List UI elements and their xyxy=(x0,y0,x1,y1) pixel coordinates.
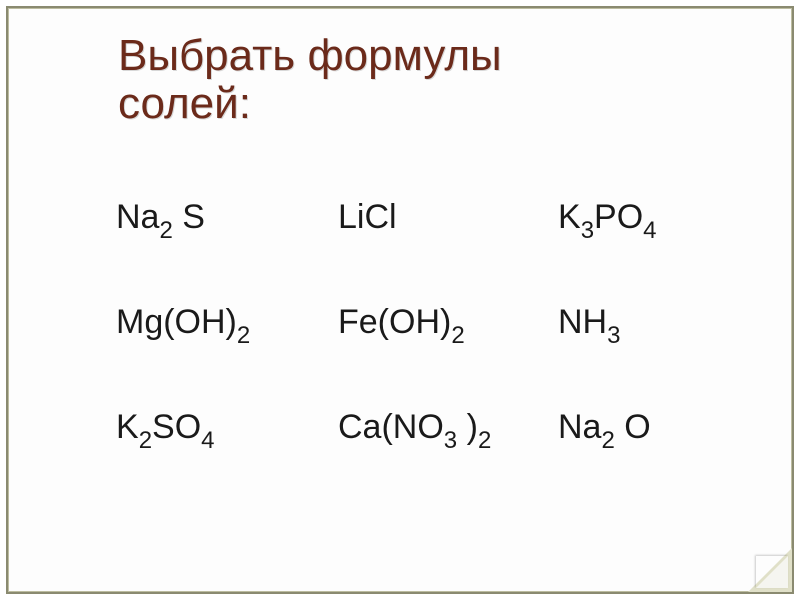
formula-mgoh2: Mg(OH)2 xyxy=(116,303,250,342)
page-corner-fold-icon xyxy=(748,548,792,592)
slide-frame: Выбрать формулы солей: Na2 S LiCl K3PO4 … xyxy=(6,6,794,594)
formula-feoh2: Fe(OH)2 xyxy=(338,303,465,342)
title-line-1: Выбрать формулы xyxy=(118,31,502,80)
formula-cano32: Ca(NO3 )2 xyxy=(338,408,491,447)
formula-na2s: Na2 S xyxy=(116,198,205,237)
formula-na2o: Na2 O xyxy=(558,408,651,447)
formula-k3po4: K3PO4 xyxy=(558,198,657,237)
formula-licl: LiCl xyxy=(338,198,397,237)
formula-nh3: NH3 xyxy=(558,303,620,342)
formula-k2so4: K2SO4 xyxy=(116,408,215,447)
slide-title: Выбрать формулы солей: xyxy=(118,32,502,129)
title-line-2: солей: xyxy=(118,79,251,128)
